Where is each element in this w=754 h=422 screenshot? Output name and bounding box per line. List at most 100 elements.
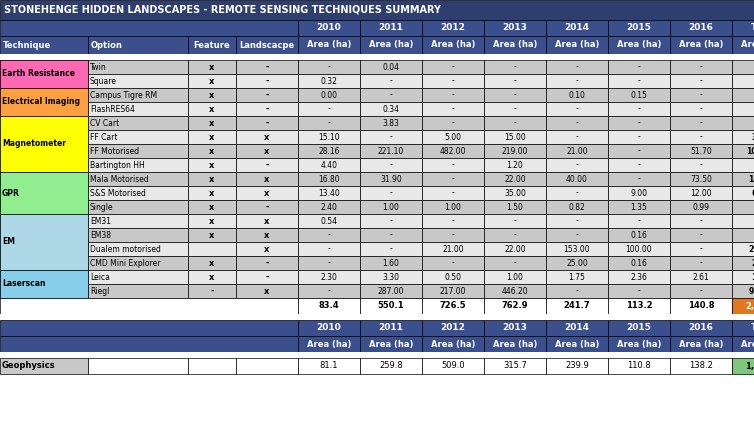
Bar [422,186,484,200]
Bar [546,172,608,186]
Text: -: - [452,160,455,170]
Text: -: - [700,133,703,141]
Bar [188,158,236,172]
Bar [360,74,422,88]
Text: Area (ha): Area (ha) [307,340,351,349]
Text: 31.90: 31.90 [380,175,402,184]
Text: Area (ha): Area (ha) [679,41,723,49]
Text: -: - [452,105,455,114]
Text: FlashRES64: FlashRES64 [90,105,135,114]
Text: Total: Total [751,324,754,333]
Bar [670,186,732,200]
Bar [608,144,670,158]
Text: 1,654.6: 1,654.6 [745,362,754,371]
Text: x: x [265,175,270,184]
Bar [670,214,732,228]
Bar [422,116,484,130]
Bar [298,200,360,214]
Text: -: - [700,62,703,71]
Bar [88,172,188,186]
Bar [88,130,188,144]
Text: 28.16: 28.16 [318,146,340,155]
Bar [670,60,732,74]
Bar [298,358,360,374]
Text: x: x [210,133,215,141]
Text: 21.00: 21.00 [442,244,464,254]
Text: x: x [265,244,270,254]
Bar [608,270,670,284]
Text: -: - [390,244,392,254]
Bar [484,88,546,102]
Bar [0,270,88,298]
Text: Area (ha): Area (ha) [307,41,351,49]
Bar [732,144,754,158]
Bar [188,200,236,214]
Text: -: - [575,189,578,197]
Text: Option: Option [91,41,123,49]
Text: Area (ha): Area (ha) [431,41,475,49]
Bar [732,88,754,102]
Bar [298,284,360,298]
Bar [422,214,484,228]
Bar [0,130,88,144]
Bar [732,20,754,36]
Text: -: - [452,189,455,197]
Bar [188,116,236,130]
Bar [670,88,732,102]
Bar [546,130,608,144]
Bar [484,102,546,116]
Text: -: - [328,119,330,127]
Text: x: x [210,76,215,86]
Text: -: - [328,62,330,71]
Text: x: x [210,119,215,127]
Bar [298,20,360,36]
Bar [422,256,484,270]
Bar [298,172,360,186]
Bar [188,36,236,54]
Text: -: - [700,230,703,240]
Bar [88,36,188,54]
Text: EM: EM [2,238,15,246]
Text: 2.40: 2.40 [320,203,338,211]
Bar [0,242,88,256]
Text: -: - [452,90,455,100]
Text: -: - [575,160,578,170]
Text: Area (ha): Area (ha) [555,340,599,349]
Text: -: - [265,76,269,86]
Text: -: - [638,175,640,184]
Bar [0,74,88,88]
Bar [484,60,546,74]
Text: 153.00: 153.00 [564,244,590,254]
Bar [670,74,732,88]
Text: -: - [700,287,703,295]
Text: -: - [575,230,578,240]
Bar [422,74,484,88]
Text: -: - [390,90,392,100]
Text: 22.00: 22.00 [504,244,526,254]
Text: -: - [700,119,703,127]
Bar [670,20,732,36]
Bar [608,172,670,186]
Bar [732,256,754,270]
Bar [0,60,88,88]
Text: 9.00: 9.00 [630,189,648,197]
Bar [360,336,422,352]
Text: -: - [638,105,640,114]
Bar [188,242,236,256]
Text: 13.40: 13.40 [318,189,340,197]
Text: -: - [575,287,578,295]
Bar [670,284,732,298]
Bar [0,54,754,60]
Bar [546,298,608,314]
Text: 0.00: 0.00 [320,90,338,100]
Text: 2,618.6: 2,618.6 [745,301,754,311]
Bar [422,60,484,74]
Text: -: - [700,105,703,114]
Bar [546,228,608,242]
Text: 0.16: 0.16 [630,259,648,268]
Text: Campus Tigre RM: Campus Tigre RM [90,90,157,100]
Bar [484,298,546,314]
Bar [0,214,88,228]
Text: 0.04: 0.04 [382,62,400,71]
Text: -: - [452,230,455,240]
